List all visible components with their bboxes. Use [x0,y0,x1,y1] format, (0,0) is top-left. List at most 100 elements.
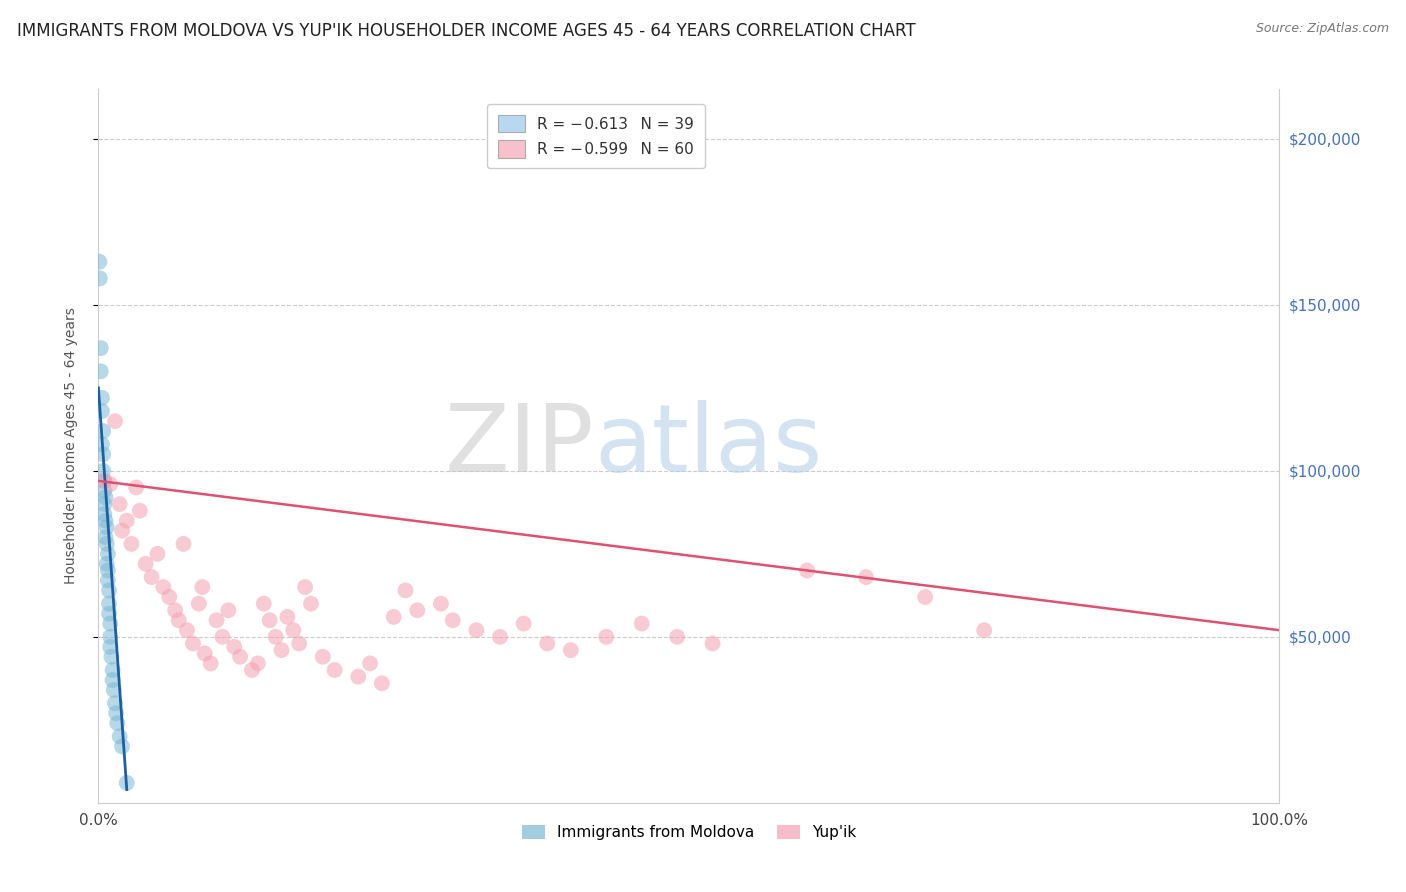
Point [702,636,724,650]
Point [288,636,311,650]
Point [167,613,190,627]
Point [382,610,405,624]
Point [796,564,818,578]
Point [359,657,381,671]
Point [91,447,114,461]
Point [115,514,138,528]
Point [259,613,281,627]
Point [973,624,995,638]
Text: atlas: atlas [595,400,823,492]
Point [512,616,534,631]
Point [93,474,115,488]
Legend: Immigrants from Moldova, Yup'ik: Immigrants from Moldova, Yup'ik [516,819,862,847]
Point [253,597,276,611]
Point [97,547,120,561]
Point [111,739,134,754]
Point [104,696,127,710]
Point [103,682,125,697]
Point [323,663,346,677]
Point [135,557,157,571]
Point [96,557,118,571]
Point [430,597,453,611]
Point [194,647,217,661]
Point [94,514,117,528]
Point [371,676,394,690]
Point [94,530,117,544]
Point [89,271,111,285]
Point [100,649,122,664]
Point [98,597,121,611]
Point [93,507,115,521]
Point [146,547,169,561]
Point [98,607,121,621]
Point [101,663,124,677]
Point [312,649,335,664]
Text: Source: ZipAtlas.com: Source: ZipAtlas.com [1256,22,1389,36]
Point [152,580,174,594]
Point [90,341,112,355]
Point [108,730,131,744]
Point [394,583,416,598]
Point [229,649,252,664]
Point [91,424,114,438]
Point [101,673,124,687]
Point [294,580,316,594]
Point [560,643,582,657]
Point [105,716,128,731]
Point [217,603,239,617]
Point [176,624,198,638]
Point [96,537,118,551]
Point [93,497,115,511]
Point [125,481,148,495]
Point [97,564,120,578]
Point [165,603,187,617]
Point [98,477,121,491]
Point [200,657,222,671]
Text: ZIP: ZIP [444,400,595,492]
Point [98,640,121,654]
Point [914,590,936,604]
Point [181,636,204,650]
Point [121,537,143,551]
Point [141,570,163,584]
Point [240,663,263,677]
Point [111,524,134,538]
Point [595,630,617,644]
Point [666,630,689,644]
Point [347,670,370,684]
Point [91,464,114,478]
Point [465,624,488,638]
Point [205,613,228,627]
Point [264,630,287,644]
Point [97,574,120,588]
Point [91,404,114,418]
Point [115,776,138,790]
Point [211,630,233,644]
Point [98,616,121,631]
Point [157,590,180,604]
Point [276,610,298,624]
Point [128,504,150,518]
Point [91,391,114,405]
Point [224,640,246,654]
Text: IMMIGRANTS FROM MOLDOVA VS YUP'IK HOUSEHOLDER INCOME AGES 45 - 64 YEARS CORRELAT: IMMIGRANTS FROM MOLDOVA VS YUP'IK HOUSEH… [17,22,915,40]
Point [630,616,652,631]
Point [96,520,118,534]
Point [283,624,305,638]
Point [91,437,114,451]
Point [104,414,127,428]
Point [246,657,269,671]
Point [441,613,464,627]
Point [98,583,121,598]
Point [93,474,115,488]
Point [299,597,322,611]
Point [187,597,209,611]
Point [105,706,128,721]
Point [191,580,214,594]
Point [93,483,115,498]
Point [90,364,112,378]
Point [89,254,111,268]
Point [406,603,429,617]
Y-axis label: Householder Income Ages 45 - 64 years: Householder Income Ages 45 - 64 years [63,308,77,584]
Point [536,636,558,650]
